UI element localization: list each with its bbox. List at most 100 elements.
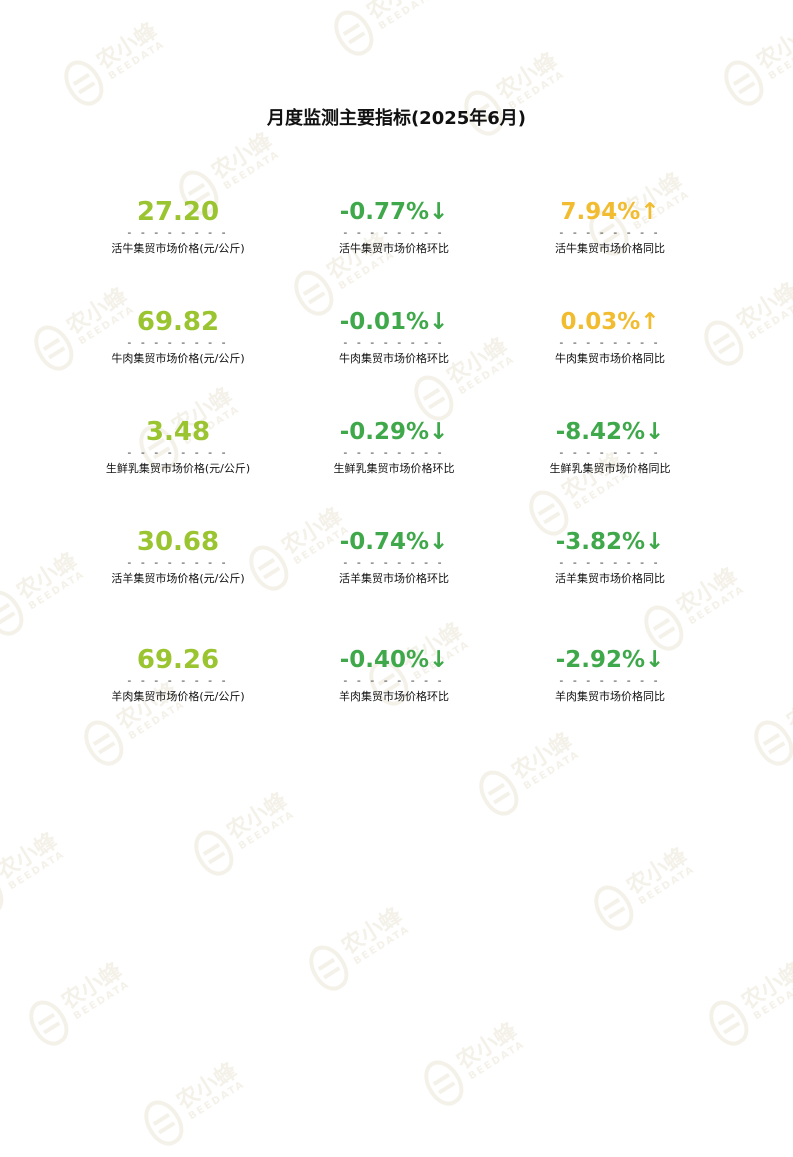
indicator-row: 69.82 - - - - - - - - 牛肉集贸市场价格(元/公斤) -0.… [70, 305, 720, 415]
price-card: 30.68 - - - - - - - - 活羊集贸市场价格(元/公斤) [70, 525, 286, 643]
dash-divider: - - - - - - - - [559, 674, 661, 687]
watermark-sub: BEEDATA [221, 148, 283, 193]
yoy-card: 7.94%↑ - - - - - - - - 活牛集贸市场价格同比 [502, 195, 718, 305]
dash-divider: - - - - - - - - [343, 446, 445, 459]
yoy-label: 生鲜乳集贸市场价格同比 [549, 462, 671, 475]
bee-logo-icon [136, 1093, 191, 1153]
price-value: 3.48 [145, 417, 211, 447]
yoy-value: 7.94%↑ [560, 199, 660, 225]
watermark-sub: BEEDATA [751, 978, 793, 1023]
indicator-grid: 27.20 - - - - - - - - 活牛集贸市场价格(元/公斤) -0.… [70, 195, 720, 753]
dash-divider: - - - - - - - - [559, 556, 661, 569]
watermark-text: 农小蜂 [359, 0, 432, 26]
watermark-sub: BEEDATA [376, 0, 438, 33]
watermark-text: 农小蜂 [172, 1058, 242, 1115]
watermark-sub: BEEDATA [351, 923, 413, 968]
bee-logo-icon [301, 938, 356, 998]
price-label: 牛肉集贸市场价格(元/公斤) [111, 352, 245, 365]
yoy-value: -3.82%↓ [555, 529, 665, 555]
price-card: 3.48 - - - - - - - - 生鲜乳集贸市场价格(元/公斤) [70, 415, 286, 525]
bee-logo-icon [471, 763, 526, 823]
watermark-text: 农小蜂 [207, 128, 277, 185]
mom-value: -0.01%↓ [339, 309, 449, 335]
watermark-text: 农小蜂 [622, 843, 692, 900]
watermark-text: 农小蜂 [222, 788, 292, 845]
watermark-sub: BEEDATA [236, 808, 298, 853]
price-label: 活羊集贸市场价格(元/公斤) [111, 572, 245, 585]
watermark-text: 农小蜂 [732, 278, 793, 335]
dash-divider: - - - - - - - - [127, 674, 229, 687]
dash-divider: - - - - - - - - [343, 336, 445, 349]
dash-divider: - - - - - - - - [127, 226, 229, 239]
yoy-card: -3.82%↓ - - - - - - - - 活羊集贸市场价格同比 [502, 525, 718, 643]
mom-card: -0.74%↓ - - - - - - - - 活羊集贸市场价格环比 [286, 525, 502, 643]
bee-logo-icon [416, 1053, 471, 1113]
mom-label: 羊肉集贸市场价格环比 [339, 690, 449, 703]
watermark-text: 农小蜂 [492, 48, 562, 105]
mom-label: 活牛集贸市场价格环比 [339, 242, 449, 255]
dash-divider: - - - - - - - - [343, 556, 445, 569]
mom-label: 活羊集贸市场价格环比 [339, 572, 449, 585]
mom-label: 牛肉集贸市场价格环比 [339, 352, 449, 365]
watermark-text: 农小蜂 [737, 958, 793, 1015]
watermark-sub: BEEDATA [186, 1078, 248, 1123]
bee-logo-icon [0, 863, 11, 923]
yoy-card: -8.42%↓ - - - - - - - - 生鲜乳集贸市场价格同比 [502, 415, 718, 525]
indicator-row: 30.68 - - - - - - - - 活羊集贸市场价格(元/公斤) -0.… [70, 525, 720, 643]
price-value: 69.82 [136, 307, 220, 337]
price-label: 活牛集贸市场价格(元/公斤) [111, 242, 245, 255]
dash-divider: - - - - - - - - [343, 226, 445, 239]
dash-divider: - - - - - - - - [343, 674, 445, 687]
price-value: 27.20 [136, 197, 220, 227]
dash-divider: - - - - - - - - [559, 226, 661, 239]
watermark-text: 农小蜂 [752, 18, 793, 75]
price-label: 生鲜乳集贸市场价格(元/公斤) [105, 462, 251, 475]
mom-card: -0.40%↓ - - - - - - - - 羊肉集贸市场价格环比 [286, 643, 502, 753]
dash-divider: - - - - - - - - [559, 446, 661, 459]
bee-logo-icon [0, 583, 31, 643]
mom-value: -0.29%↓ [339, 419, 449, 445]
watermark-sub: BEEDATA [71, 978, 133, 1023]
mom-card: -0.01%↓ - - - - - - - - 牛肉集贸市场价格环比 [286, 305, 502, 415]
yoy-value: 0.03%↑ [560, 309, 660, 335]
watermark-text: 农小蜂 [337, 903, 407, 960]
watermark-sub: BEEDATA [766, 38, 793, 83]
yoy-card: -2.92%↓ - - - - - - - - 羊肉集贸市场价格同比 [502, 643, 718, 753]
watermark-sub: BEEDATA [466, 1038, 528, 1083]
yoy-label: 牛肉集贸市场价格同比 [555, 352, 665, 365]
watermark-text: 农小蜂 [92, 18, 162, 75]
watermark-text: 农小蜂 [57, 958, 127, 1015]
mom-label: 生鲜乳集贸市场价格环比 [333, 462, 455, 475]
dash-divider: - - - - - - - - [559, 336, 661, 349]
price-card: 27.20 - - - - - - - - 活牛集贸市场价格(元/公斤) [70, 195, 286, 305]
dash-divider: - - - - - - - - [127, 446, 229, 459]
indicator-row: 3.48 - - - - - - - - 生鲜乳集贸市场价格(元/公斤) -0.… [70, 415, 720, 525]
price-value: 69.26 [136, 645, 220, 675]
bee-logo-icon [186, 823, 241, 883]
yoy-label: 羊肉集贸市场价格同比 [555, 690, 665, 703]
bee-logo-icon [586, 878, 641, 938]
mom-value: -0.77%↓ [339, 199, 449, 225]
mom-value: -0.74%↓ [339, 529, 449, 555]
yoy-label: 活牛集贸市场价格同比 [555, 242, 665, 255]
yoy-label: 活羊集贸市场价格同比 [555, 572, 665, 585]
price-value: 30.68 [136, 527, 220, 557]
page-title: 月度监测主要指标(2025年6月) [266, 108, 527, 129]
mom-card: -0.77%↓ - - - - - - - - 活牛集贸市场价格环比 [286, 195, 502, 305]
yoy-value: -8.42%↓ [555, 419, 665, 445]
watermark-sub: BEEDATA [636, 863, 698, 908]
mom-card: -0.29%↓ - - - - - - - - 生鲜乳集贸市场价格环比 [286, 415, 502, 525]
indicator-row: 69.26 - - - - - - - - 羊肉集贸市场价格(元/公斤) -0.… [70, 643, 720, 753]
price-card: 69.82 - - - - - - - - 牛肉集贸市场价格(元/公斤) [70, 305, 286, 415]
price-label: 羊肉集贸市场价格(元/公斤) [111, 690, 245, 703]
bee-logo-icon [701, 993, 756, 1053]
